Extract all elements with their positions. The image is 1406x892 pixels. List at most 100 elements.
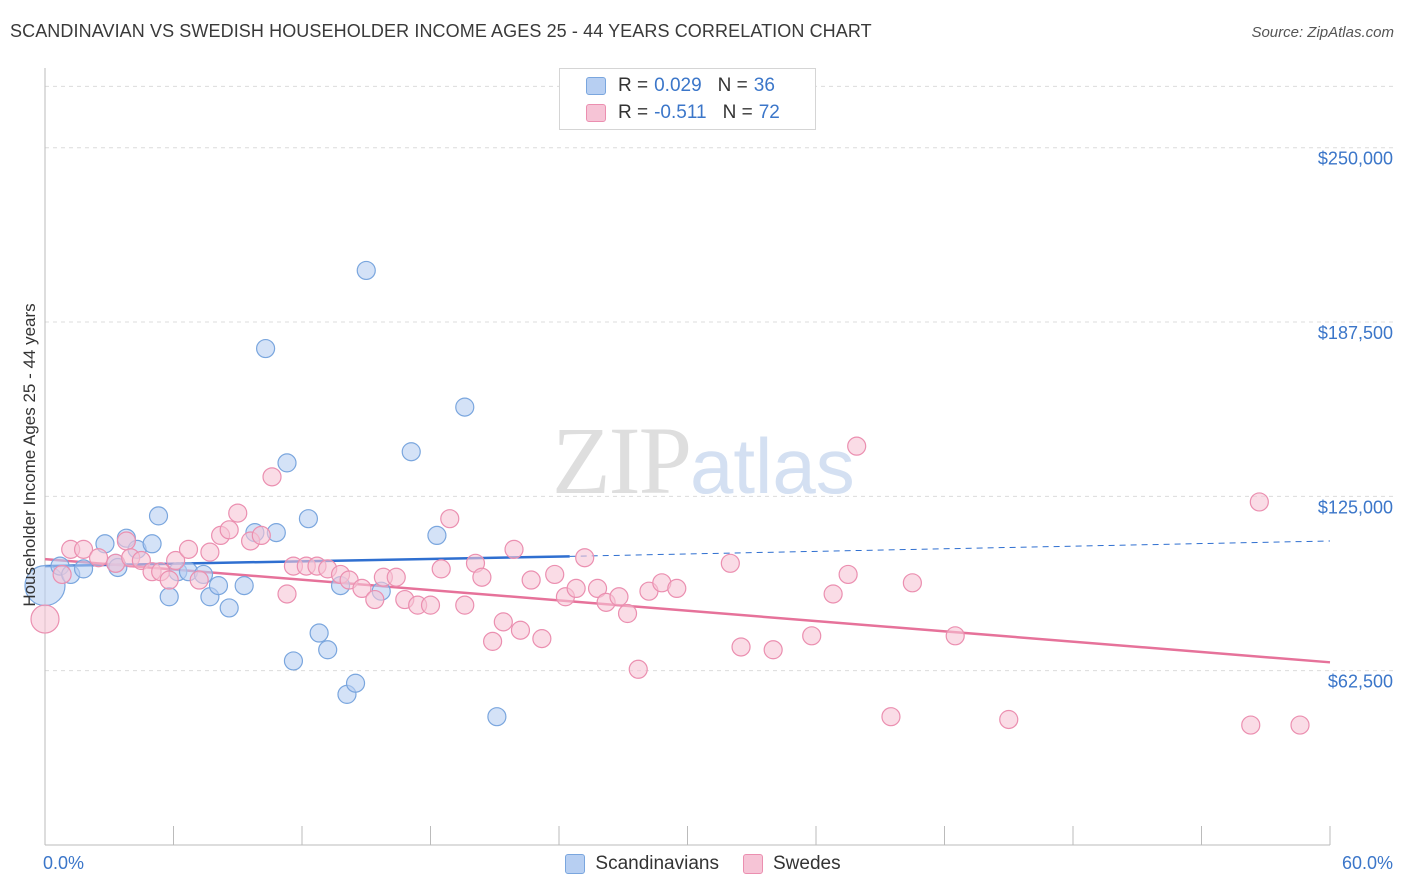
series-legend: Scandinavians Swedes	[0, 851, 1406, 877]
scandinavian-point	[277, 453, 297, 473]
x-tick-label: 60.0%	[1342, 853, 1393, 873]
legend-label: Scandinavians	[595, 853, 719, 874]
swede-point	[504, 539, 524, 559]
legend-row-scandinavians: R = 0.029 N = 36	[586, 73, 775, 99]
data-points	[24, 260, 1310, 735]
legend-r-label: R =	[618, 102, 649, 123]
swede-point	[1290, 715, 1310, 735]
legend-label: Swedes	[772, 853, 841, 874]
scandinavian-trend-line	[569, 540, 1331, 557]
swede-point	[566, 578, 586, 599]
swede-point	[521, 570, 541, 590]
scandinavian-point	[455, 397, 475, 417]
y-tick-label: $62,500	[1328, 672, 1393, 692]
swede-point	[802, 626, 822, 646]
scandinavian-point	[318, 640, 338, 660]
swede-point	[763, 640, 783, 660]
swede-point	[609, 587, 629, 607]
legend-r-label: R =	[618, 75, 649, 96]
swede-point	[365, 589, 385, 610]
y-axis-label: Householder Income Ages 25 - 44 years	[20, 303, 39, 606]
y-tick-label: $250,000	[1318, 149, 1393, 169]
legend-swatch-pink	[742, 854, 763, 874]
legend-swatch-blue	[565, 854, 586, 874]
scandinavian-point	[219, 598, 239, 618]
axes	[44, 68, 1331, 846]
swede-point	[219, 520, 239, 540]
legend-n-label: N =	[722, 102, 753, 123]
scandinavian-point	[401, 442, 421, 462]
swede-point	[431, 559, 451, 579]
swede-point	[200, 542, 220, 562]
swede-point	[838, 564, 858, 585]
scandinavian-point	[487, 707, 507, 727]
x-tick-label: 0.0%	[43, 853, 84, 873]
swede-point	[262, 467, 282, 487]
scandinavian-point	[148, 506, 169, 526]
tick-labels: $62,500 $125,000 $187,500 $250,000 0.0% 60.0%	[43, 149, 1393, 873]
swede-point	[440, 509, 460, 529]
swede-trend-line	[44, 557, 1331, 664]
legend-swatch-pink	[586, 104, 606, 122]
swede-point	[228, 503, 248, 523]
legend-n-label: N =	[717, 75, 748, 96]
swede-point	[847, 436, 867, 456]
swede-point	[166, 550, 186, 571]
scandinavian-point	[255, 338, 276, 359]
trend-lines	[44, 540, 1331, 664]
scandinavian-point	[283, 651, 304, 671]
swede-point	[1241, 715, 1261, 735]
swede-point	[420, 595, 441, 615]
legend-r-value: 0.029	[654, 75, 702, 96]
scandinavian-point	[208, 576, 229, 596]
y-tick-label: $187,500	[1318, 323, 1393, 343]
swede-point	[73, 539, 94, 559]
swede-point	[189, 570, 209, 590]
swede-point	[999, 709, 1019, 730]
watermark-atlas: atlas	[690, 422, 855, 510]
swede-point	[493, 612, 513, 632]
scandinavian-point	[427, 525, 447, 546]
legend-item-swedes: Swedes	[742, 853, 841, 875]
swede-point	[902, 573, 922, 593]
swede-point	[575, 548, 595, 568]
legend-item-scandinavians: Scandinavians	[565, 853, 719, 875]
swede-point	[352, 578, 372, 599]
swede-point	[545, 564, 565, 585]
scandinavian-point	[345, 673, 366, 693]
scandinavian-point	[309, 623, 329, 643]
swede-point	[945, 626, 965, 646]
swede-point	[88, 548, 109, 568]
swede-point	[881, 707, 901, 727]
swede-point	[720, 553, 740, 573]
scandinavian-point	[356, 260, 376, 281]
swede-point	[116, 531, 136, 551]
scandinavian-point	[234, 576, 254, 596]
scandinavian-point	[298, 509, 319, 529]
correlation-legend: R = 0.029 N = 36 R = -0.511 N = 72	[559, 68, 816, 130]
swede-point	[587, 578, 608, 599]
legend-n-value: 36	[753, 75, 775, 96]
swede-point	[178, 539, 199, 559]
swede-point	[510, 620, 531, 640]
scandinavian-point	[142, 534, 162, 554]
chart-title: SCANDINAVIAN VS SWEDISH HOUSEHOLDER INCO…	[10, 21, 872, 41]
swede-point	[532, 629, 552, 649]
source-label: Source: ZipAtlas.com	[1251, 24, 1394, 41]
swede-point	[617, 603, 638, 624]
scandinavian-point	[159, 587, 179, 607]
swede-point	[483, 631, 503, 651]
legend-swatch-blue	[586, 77, 606, 95]
legend-n-value: 72	[758, 102, 780, 123]
swede-point	[1249, 492, 1269, 512]
legend-r-value: -0.511	[654, 102, 707, 123]
swede-point	[823, 584, 843, 604]
swede-point	[731, 637, 751, 657]
swede-point	[159, 570, 179, 590]
swede-point	[472, 567, 492, 587]
y-tick-label: $125,000	[1318, 497, 1393, 517]
swede-point	[667, 578, 687, 599]
swede-point	[386, 567, 406, 587]
swede-point	[30, 604, 60, 634]
